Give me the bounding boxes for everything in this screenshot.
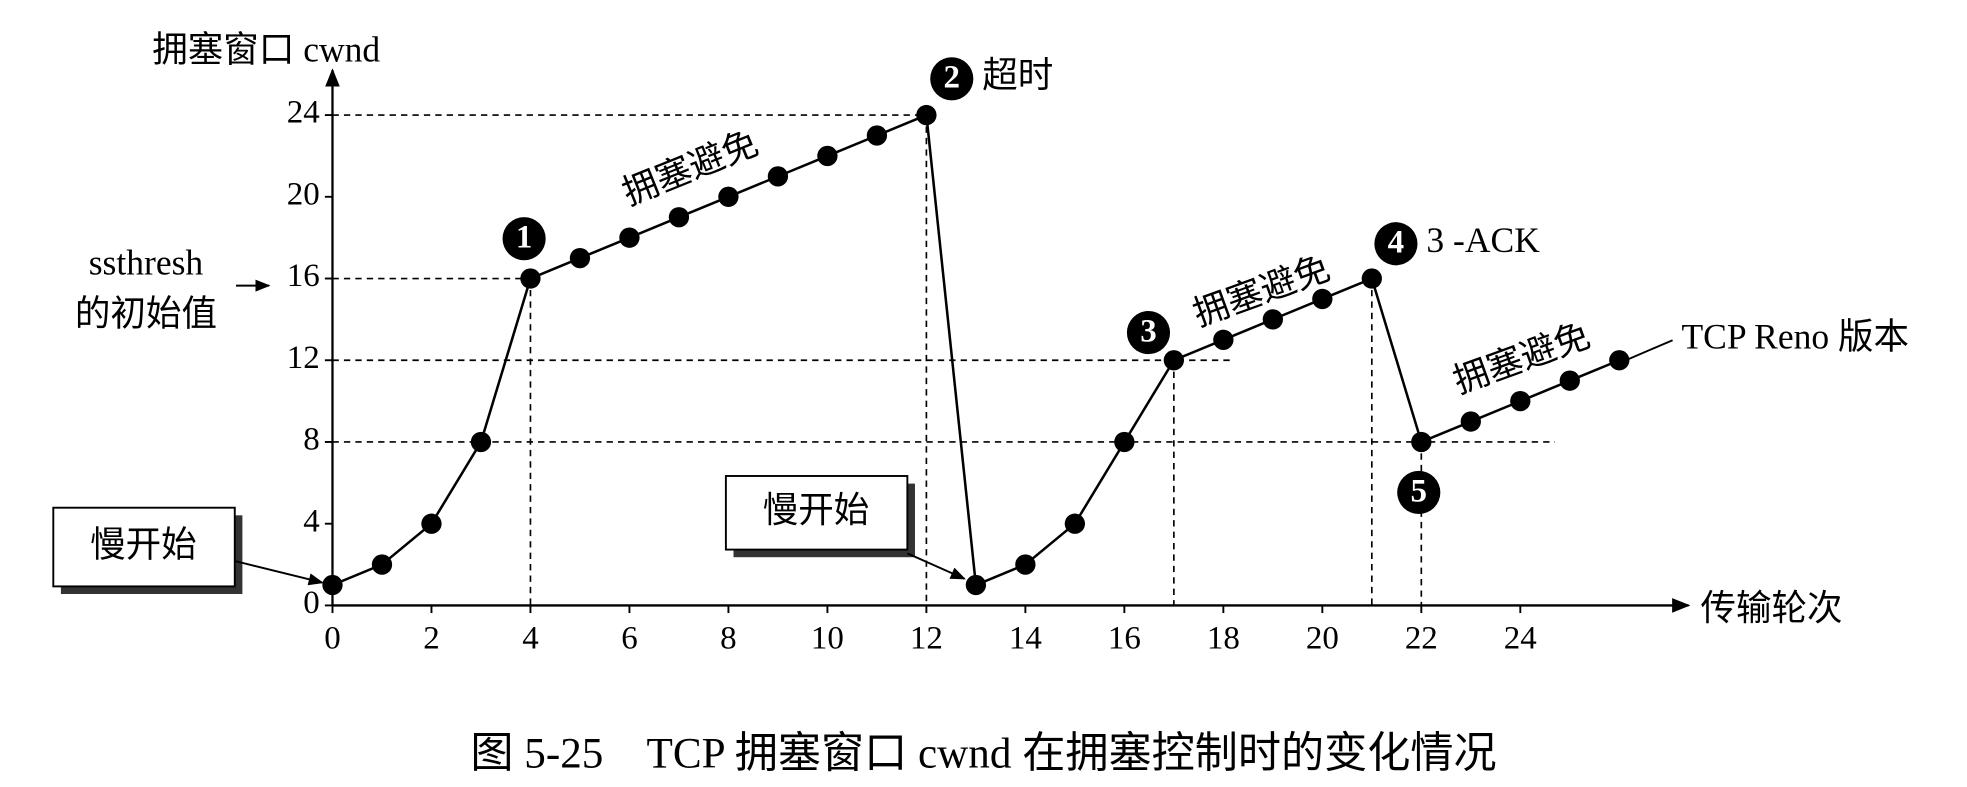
data-point <box>371 554 393 575</box>
y-tick-label: 24 <box>287 95 320 131</box>
label-box <box>724 475 909 551</box>
event-number: 1 <box>516 220 533 256</box>
avoidance-label: 拥塞避免 <box>617 123 764 213</box>
data-point <box>1609 350 1630 371</box>
x-axis-label: 传输轮次 <box>1701 588 1843 628</box>
data-point <box>817 145 838 167</box>
data-point <box>1064 513 1086 534</box>
event-marker <box>1126 311 1171 355</box>
y-axis-label: 拥塞窗口 cwnd <box>152 30 380 70</box>
ssthresh-label: ssthresh <box>89 243 204 283</box>
x-tick-label: 16 <box>1108 621 1141 657</box>
event-marker <box>1397 470 1441 515</box>
data-point <box>322 574 343 596</box>
slow-start-label: 慢开始 <box>90 524 197 564</box>
label-box <box>52 506 236 588</box>
event-marker <box>930 57 974 101</box>
data-point <box>916 104 937 126</box>
event-number: 5 <box>1411 473 1428 509</box>
annotation-arrow <box>906 552 966 580</box>
y-tick-label: 12 <box>287 340 320 376</box>
data-point <box>1213 329 1234 350</box>
data-point <box>1262 309 1283 330</box>
slow-start-label: 慢开始 <box>763 490 870 530</box>
y-tick-label: 0 <box>303 585 320 621</box>
caption: 图 5-25 TCP 拥塞窗口 cwnd 在拥塞控制时的变化情况 <box>470 730 1496 778</box>
legend-leader <box>1627 339 1673 361</box>
event-number: 2 <box>944 60 961 96</box>
y-tick-label: 20 <box>287 176 320 212</box>
x-tick-label: 14 <box>1009 621 1042 657</box>
data-point <box>866 125 888 146</box>
x-tick-label: 22 <box>1405 621 1438 657</box>
data-point <box>470 431 492 453</box>
annotation-arrow <box>234 560 324 586</box>
event-marker <box>1374 222 1418 266</box>
event-marker <box>502 217 546 261</box>
data-point <box>1312 288 1333 310</box>
event-number: 4 <box>1388 225 1405 261</box>
data-point <box>1114 431 1135 453</box>
data-point <box>965 574 987 596</box>
legend-label: TCP Reno 版本 <box>1681 316 1909 356</box>
x-tick-label: 20 <box>1306 621 1339 657</box>
data-point <box>1460 411 1481 432</box>
avoidance-label: 拥塞避免 <box>1188 248 1335 334</box>
x-tick-label: 10 <box>811 621 844 657</box>
data-point <box>520 268 541 289</box>
data-point <box>619 227 640 248</box>
x-tick-label: 4 <box>522 621 539 657</box>
data-point <box>1411 431 1432 453</box>
data-point <box>1559 370 1580 391</box>
data-point <box>767 166 789 187</box>
x-tick-label: 6 <box>621 621 638 657</box>
data-point <box>1510 390 1531 412</box>
y-tick-label: 16 <box>287 258 320 294</box>
data-point <box>668 207 690 228</box>
x-tick-label: 18 <box>1207 621 1240 657</box>
data-point <box>569 247 591 269</box>
data-point <box>1163 350 1185 371</box>
event-number: 3 <box>1140 313 1157 349</box>
x-tick-label: 8 <box>720 621 737 657</box>
event-label: 超时 <box>982 55 1053 95</box>
series-line <box>332 113 1620 587</box>
data-point <box>1361 268 1382 289</box>
data-point <box>421 513 442 534</box>
x-tick-label: 2 <box>423 621 440 657</box>
event-label: 3 -ACK <box>1426 220 1540 260</box>
x-tick-label: 24 <box>1504 621 1537 657</box>
ssthresh-label: 的初始值 <box>75 294 217 334</box>
y-tick-label: 8 <box>303 422 320 458</box>
x-tick-label: 0 <box>324 621 341 657</box>
data-point <box>718 186 739 207</box>
data-point <box>1015 554 1036 575</box>
x-tick-label: 12 <box>910 621 943 657</box>
y-tick-label: 4 <box>303 503 320 539</box>
